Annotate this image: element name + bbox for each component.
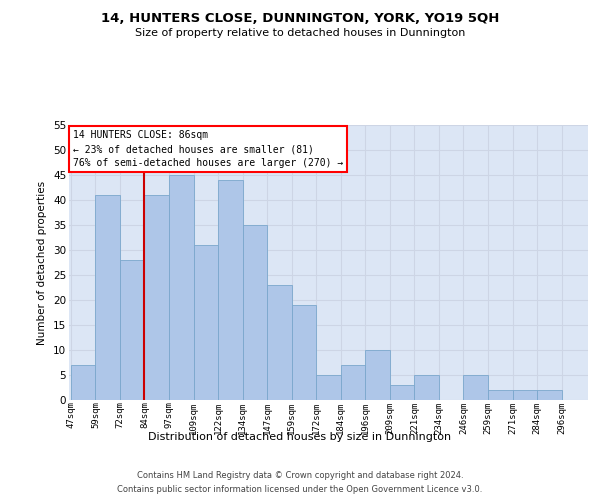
- Bar: [120, 260, 145, 400]
- Bar: [71, 365, 95, 400]
- Bar: [415, 375, 439, 400]
- Bar: [390, 385, 415, 400]
- Bar: [169, 175, 194, 400]
- Text: 14 HUNTERS CLOSE: 86sqm
← 23% of detached houses are smaller (81)
76% of semi-de: 14 HUNTERS CLOSE: 86sqm ← 23% of detache…: [73, 130, 343, 168]
- Y-axis label: Number of detached properties: Number of detached properties: [37, 180, 47, 344]
- Text: Contains public sector information licensed under the Open Government Licence v3: Contains public sector information licen…: [118, 484, 482, 494]
- Bar: [341, 365, 365, 400]
- Bar: [316, 375, 341, 400]
- Bar: [512, 390, 537, 400]
- Text: Distribution of detached houses by size in Dunnington: Distribution of detached houses by size …: [148, 432, 452, 442]
- Text: Size of property relative to detached houses in Dunnington: Size of property relative to detached ho…: [135, 28, 465, 38]
- Bar: [365, 350, 390, 400]
- Bar: [267, 285, 292, 400]
- Bar: [463, 375, 488, 400]
- Text: Contains HM Land Registry data © Crown copyright and database right 2024.: Contains HM Land Registry data © Crown c…: [137, 472, 463, 480]
- Bar: [488, 390, 512, 400]
- Bar: [537, 390, 562, 400]
- Bar: [242, 225, 267, 400]
- Bar: [218, 180, 242, 400]
- Bar: [145, 195, 169, 400]
- Bar: [292, 305, 316, 400]
- Bar: [95, 195, 120, 400]
- Text: 14, HUNTERS CLOSE, DUNNINGTON, YORK, YO19 5QH: 14, HUNTERS CLOSE, DUNNINGTON, YORK, YO1…: [101, 12, 499, 26]
- Bar: [194, 245, 218, 400]
